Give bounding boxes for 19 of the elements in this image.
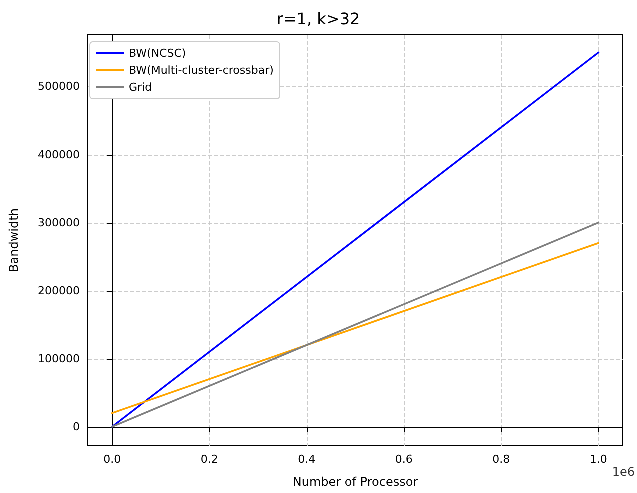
x-tick-label: 1.0 xyxy=(590,453,608,466)
y-tick-label: 100000 xyxy=(38,352,80,366)
legend-label: Grid xyxy=(129,81,152,94)
x-axis-title: Number of Processor xyxy=(292,475,418,489)
x-tick-label: 0.0 xyxy=(104,453,122,466)
y-axis-title: Bandwidth xyxy=(7,208,21,272)
x-tick-label: 0.2 xyxy=(200,453,218,466)
text: 1e6 xyxy=(612,465,636,479)
y-tick-label: 300000 xyxy=(38,216,80,230)
y-tick-label: 200000 xyxy=(38,284,80,298)
y-tick-label: 0 xyxy=(73,420,80,434)
y-tick-label: 400000 xyxy=(38,148,80,162)
legend-label: BW(NCSC) xyxy=(129,47,186,60)
chart-title: r=1, k>32 xyxy=(276,10,360,28)
x-tick-label: 0.8 xyxy=(492,453,510,466)
y-tick-label: 500000 xyxy=(38,80,80,94)
x-tick-label: 0.6 xyxy=(395,453,413,466)
x-tick-label: 0.4 xyxy=(298,453,316,466)
legend-label: BW(Multi-cluster-crossbar) xyxy=(129,64,274,77)
